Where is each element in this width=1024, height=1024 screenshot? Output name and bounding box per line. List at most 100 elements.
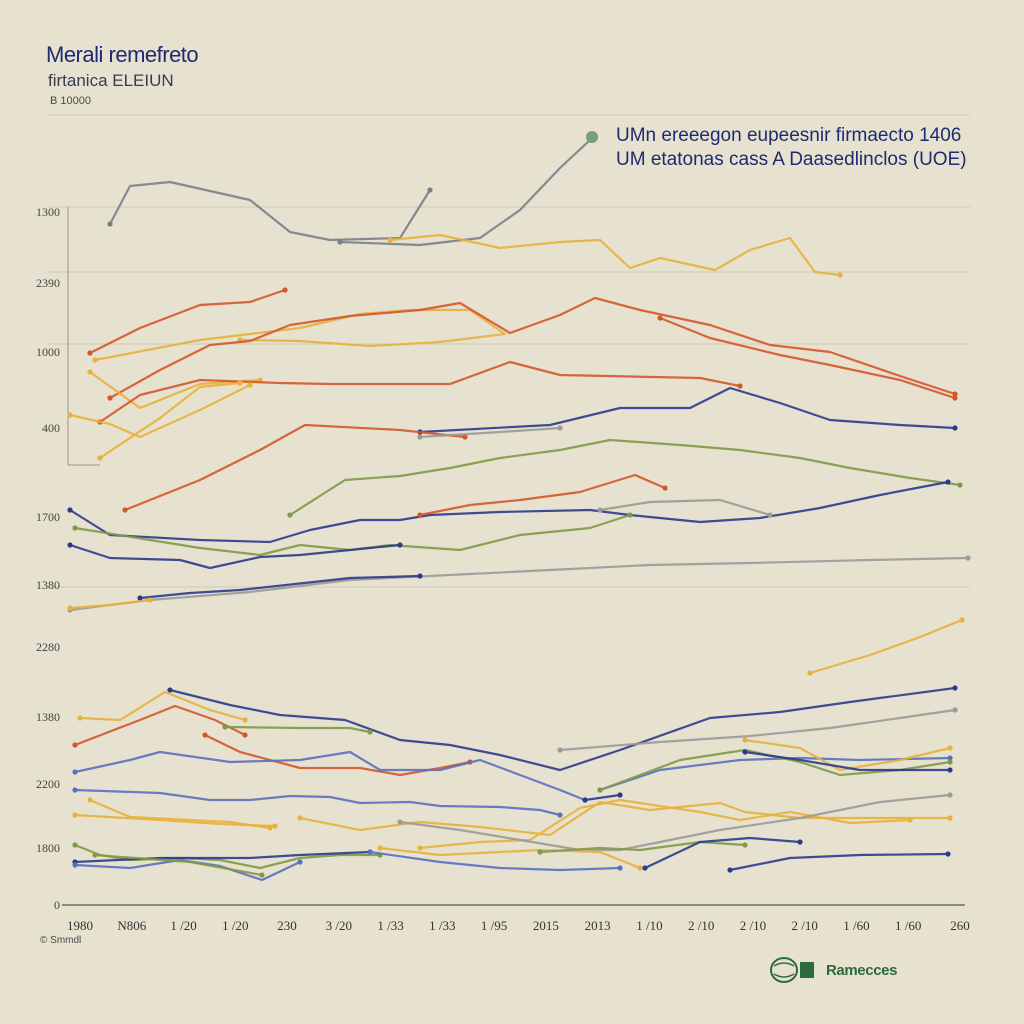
chart-title: Merali remefreto bbox=[46, 42, 199, 67]
series-line bbox=[368, 850, 622, 872]
data-point bbox=[67, 507, 73, 513]
data-point bbox=[947, 745, 953, 751]
series-line bbox=[598, 498, 772, 517]
data-point bbox=[72, 862, 78, 868]
data-point bbox=[947, 815, 953, 821]
data-point bbox=[742, 737, 748, 743]
series-line bbox=[78, 690, 247, 722]
series-line bbox=[123, 423, 467, 512]
data-point bbox=[397, 819, 403, 825]
data-point bbox=[617, 865, 623, 871]
series-line bbox=[583, 793, 622, 802]
footnote: © Smmdl bbox=[40, 935, 82, 946]
series-line bbox=[643, 836, 802, 870]
series-line bbox=[743, 750, 952, 772]
x-tick-label: 2 /10 bbox=[688, 918, 714, 933]
series-line bbox=[88, 370, 262, 410]
data-point bbox=[259, 872, 265, 878]
y-tick-label: 1000 bbox=[36, 345, 60, 359]
data-point bbox=[637, 865, 643, 871]
data-point bbox=[122, 507, 128, 513]
series-group bbox=[67, 137, 971, 882]
brand-logo: Ramecces bbox=[768, 956, 897, 984]
y-tick-labels: 1300 2390 1000 400 1700 1380 2280 1380 2200 1800 0 bbox=[36, 205, 60, 912]
series-line bbox=[388, 233, 842, 277]
y-tick-label: 400 bbox=[42, 421, 60, 435]
data-point bbox=[92, 852, 98, 858]
data-point bbox=[87, 797, 93, 803]
y-tick-label: 2200 bbox=[36, 777, 60, 791]
data-point bbox=[237, 380, 243, 386]
data-point bbox=[952, 685, 958, 691]
data-point bbox=[737, 383, 743, 389]
data-point bbox=[952, 395, 958, 401]
series-line bbox=[558, 708, 957, 752]
series-line bbox=[73, 788, 562, 817]
series-line bbox=[73, 858, 302, 882]
data-point bbox=[72, 842, 78, 848]
series-line bbox=[418, 426, 562, 439]
x-tick-labels: 1980 N806 1 /20 1 /20 230 3 /20 1 /33 1 /33 1 /9… bbox=[67, 918, 970, 933]
brand-name: Ramecces bbox=[826, 961, 898, 979]
data-point bbox=[742, 842, 748, 848]
series-line bbox=[418, 798, 912, 850]
data-point bbox=[965, 555, 971, 561]
data-point bbox=[367, 849, 373, 855]
series-line bbox=[108, 296, 957, 400]
series-line bbox=[68, 480, 950, 544]
data-point bbox=[72, 525, 78, 531]
data-point bbox=[397, 542, 403, 548]
data-point bbox=[945, 479, 951, 485]
chart-subtitle: firtanica ELEIUN bbox=[48, 71, 174, 90]
data-point bbox=[417, 512, 423, 518]
y-tick-label: 2390 bbox=[36, 276, 60, 290]
data-point bbox=[67, 605, 73, 611]
data-point bbox=[67, 412, 73, 418]
data-point bbox=[837, 272, 843, 278]
data-point bbox=[92, 357, 98, 363]
series-line bbox=[73, 813, 277, 828]
data-point bbox=[945, 851, 951, 857]
y-tick-label: 1800 bbox=[36, 841, 60, 855]
data-point bbox=[282, 287, 288, 293]
data-point bbox=[287, 512, 293, 518]
data-point bbox=[952, 707, 958, 713]
x-tick-label: 1 /60 bbox=[843, 918, 869, 933]
data-point bbox=[959, 617, 965, 623]
data-point bbox=[417, 573, 423, 579]
axes bbox=[62, 207, 965, 906]
series-line bbox=[138, 574, 422, 600]
data-point bbox=[727, 867, 733, 873]
legend-line-1: UMn ereeegon eupeesnir firmaecto 1406 bbox=[616, 125, 962, 146]
data-point bbox=[767, 512, 773, 518]
y-tick-label: 0 bbox=[54, 898, 60, 912]
data-point bbox=[427, 187, 433, 193]
data-point bbox=[97, 455, 103, 461]
series-line bbox=[108, 180, 432, 242]
legend-line-2: UM etatonas cass A Daasedlinclos (UOE) bbox=[616, 149, 967, 170]
data-point bbox=[907, 817, 913, 823]
data-point bbox=[297, 859, 303, 865]
series-line bbox=[418, 386, 957, 434]
data-point bbox=[297, 815, 303, 821]
x-tick-label: 3 /20 bbox=[326, 918, 352, 933]
x-tick-label: 260 bbox=[950, 918, 970, 933]
series-line bbox=[68, 598, 152, 610]
data-point bbox=[627, 512, 633, 518]
series-line bbox=[93, 853, 264, 877]
x-tick-label: N806 bbox=[117, 918, 146, 933]
data-point bbox=[242, 732, 248, 738]
data-point bbox=[617, 792, 623, 798]
series-line bbox=[398, 793, 952, 852]
x-tick-label: 2 /10 bbox=[740, 918, 766, 933]
data-point bbox=[807, 670, 813, 676]
series-line bbox=[93, 308, 507, 362]
globe-logo-icon bbox=[770, 957, 814, 983]
data-point bbox=[797, 839, 803, 845]
y-tick-label: 2280 bbox=[36, 640, 60, 654]
data-point bbox=[67, 542, 73, 548]
data-point bbox=[557, 812, 563, 818]
x-tick-label: 2013 bbox=[585, 918, 611, 933]
y-tick-label: 1380 bbox=[36, 710, 60, 724]
